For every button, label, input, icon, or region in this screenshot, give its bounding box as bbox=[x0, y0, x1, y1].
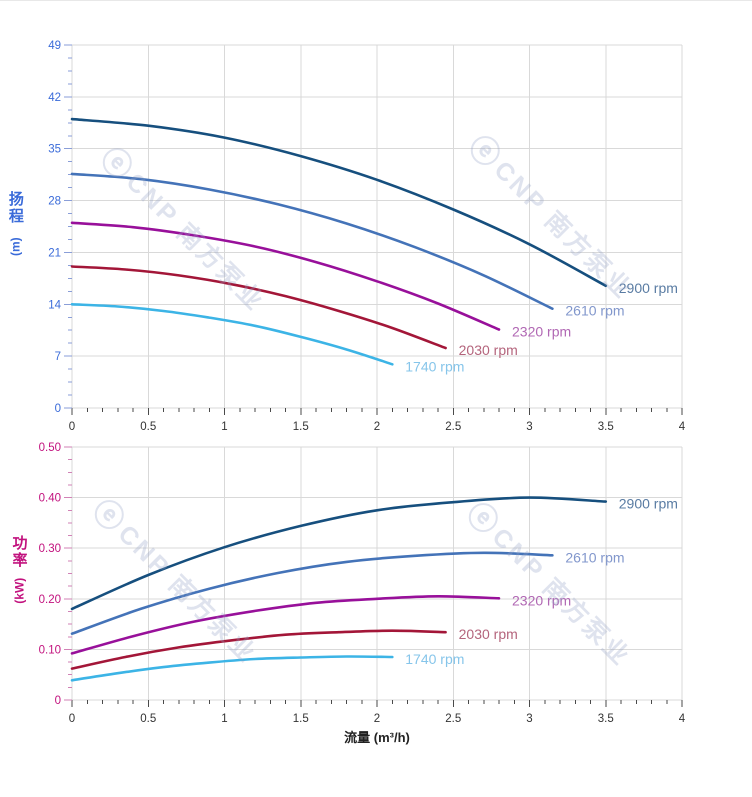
x-tick-label: 2.5 bbox=[445, 421, 461, 433]
curve-1740-rpm bbox=[70, 655, 394, 682]
y-tick-label: 42 bbox=[48, 92, 61, 104]
head-axis-title-unit: (m) bbox=[8, 236, 23, 256]
x-tick-label: 0.5 bbox=[140, 421, 156, 433]
y-tick-label: 0 bbox=[55, 403, 61, 415]
head-vs-flow-grid bbox=[64, 44, 683, 415]
y-tick-label: 49 bbox=[48, 40, 61, 52]
y-tick-label: 0.30 bbox=[39, 543, 61, 555]
x-tick-label: 1 bbox=[221, 421, 227, 433]
curve-2900-rpm bbox=[70, 117, 608, 288]
curve-label-1740-rpm: 1740 rpm bbox=[405, 358, 464, 374]
x-tick-label: 0 bbox=[69, 421, 75, 433]
y-tick-label: 0.40 bbox=[39, 493, 61, 505]
flow-axis-title: 流量 (m³/h) bbox=[344, 730, 410, 745]
y-tick-label: 0.50 bbox=[39, 442, 61, 454]
x-tick-label: 3.5 bbox=[598, 713, 614, 725]
y-tick-label: 35 bbox=[48, 144, 61, 156]
curve-2320-rpm bbox=[70, 594, 501, 655]
x-tick-label: 2 bbox=[374, 421, 380, 433]
curve-2030-rpm bbox=[70, 265, 447, 350]
curve-2030-rpm bbox=[70, 629, 447, 670]
head-axis-title: 扬程 (m) bbox=[7, 191, 26, 256]
curve-2320-rpm bbox=[70, 221, 501, 331]
x-tick-label: 3 bbox=[526, 713, 532, 725]
power-vs-flow-chart: 0 0.5 1 1.5 2 2.5 3 3.5 4 0 0.10 0.20 0.30 0.40 0.50 29… bbox=[39, 442, 686, 725]
y-tick-label: 0.20 bbox=[39, 594, 61, 606]
power-axis-title-unit: (kW) bbox=[12, 577, 27, 604]
y-tick-label: 0.10 bbox=[39, 644, 61, 656]
curve-label-1740-rpm: 1740 rpm bbox=[405, 651, 464, 667]
x-tick-label: 4 bbox=[679, 421, 686, 433]
y-tick-label: 0 bbox=[55, 695, 61, 707]
curve-label-2900-rpm: 2900 rpm bbox=[619, 280, 678, 296]
x-tick-label: 0.5 bbox=[140, 713, 156, 725]
page-top-divider bbox=[0, 0, 752, 1]
curve-label-2900-rpm: 2900 rpm bbox=[619, 496, 678, 512]
y-tick-label: 7 bbox=[55, 351, 61, 363]
y-tick-label: 14 bbox=[48, 299, 61, 311]
x-tick-label: 1 bbox=[221, 713, 227, 725]
y-tick-label: 28 bbox=[48, 196, 61, 208]
head-vs-flow-chart: 0 0.5 1 1.5 2 2.5 3 3.5 4 0 7 14 21 28 35 42 49 2900 rpm 2… bbox=[48, 40, 686, 433]
x-tick-label: 2.5 bbox=[445, 713, 461, 725]
curve-label-2320-rpm: 2320 rpm bbox=[512, 323, 571, 339]
x-tick-label: 3.5 bbox=[598, 421, 614, 433]
x-tick-label: 4 bbox=[679, 713, 686, 725]
y-tick-label: 21 bbox=[48, 247, 61, 259]
curve-2610-rpm bbox=[70, 172, 554, 310]
curve-label-2030-rpm: 2030 rpm bbox=[459, 626, 518, 642]
curve-label-2030-rpm: 2030 rpm bbox=[459, 342, 518, 358]
curve-2610-rpm bbox=[70, 551, 554, 635]
curve-1740-rpm bbox=[70, 303, 394, 366]
power-axis-title: 功率 (kW) bbox=[7, 535, 33, 603]
curve-2900-rpm bbox=[70, 496, 608, 611]
head-axis-title-cn: 扬程 bbox=[8, 191, 24, 225]
x-tick-label: 0 bbox=[69, 713, 75, 725]
x-tick-label: 2 bbox=[374, 713, 380, 725]
curve-label-2610-rpm: 2610 rpm bbox=[565, 303, 624, 319]
power-axis-title-cn: 功率 bbox=[12, 535, 28, 569]
x-tick-label: 1.5 bbox=[293, 421, 309, 433]
x-tick-label: 3 bbox=[526, 421, 532, 433]
curve-label-2610-rpm: 2610 rpm bbox=[565, 549, 624, 565]
curve-label-2320-rpm: 2320 rpm bbox=[512, 592, 571, 608]
x-tick-label: 1.5 bbox=[293, 713, 309, 725]
